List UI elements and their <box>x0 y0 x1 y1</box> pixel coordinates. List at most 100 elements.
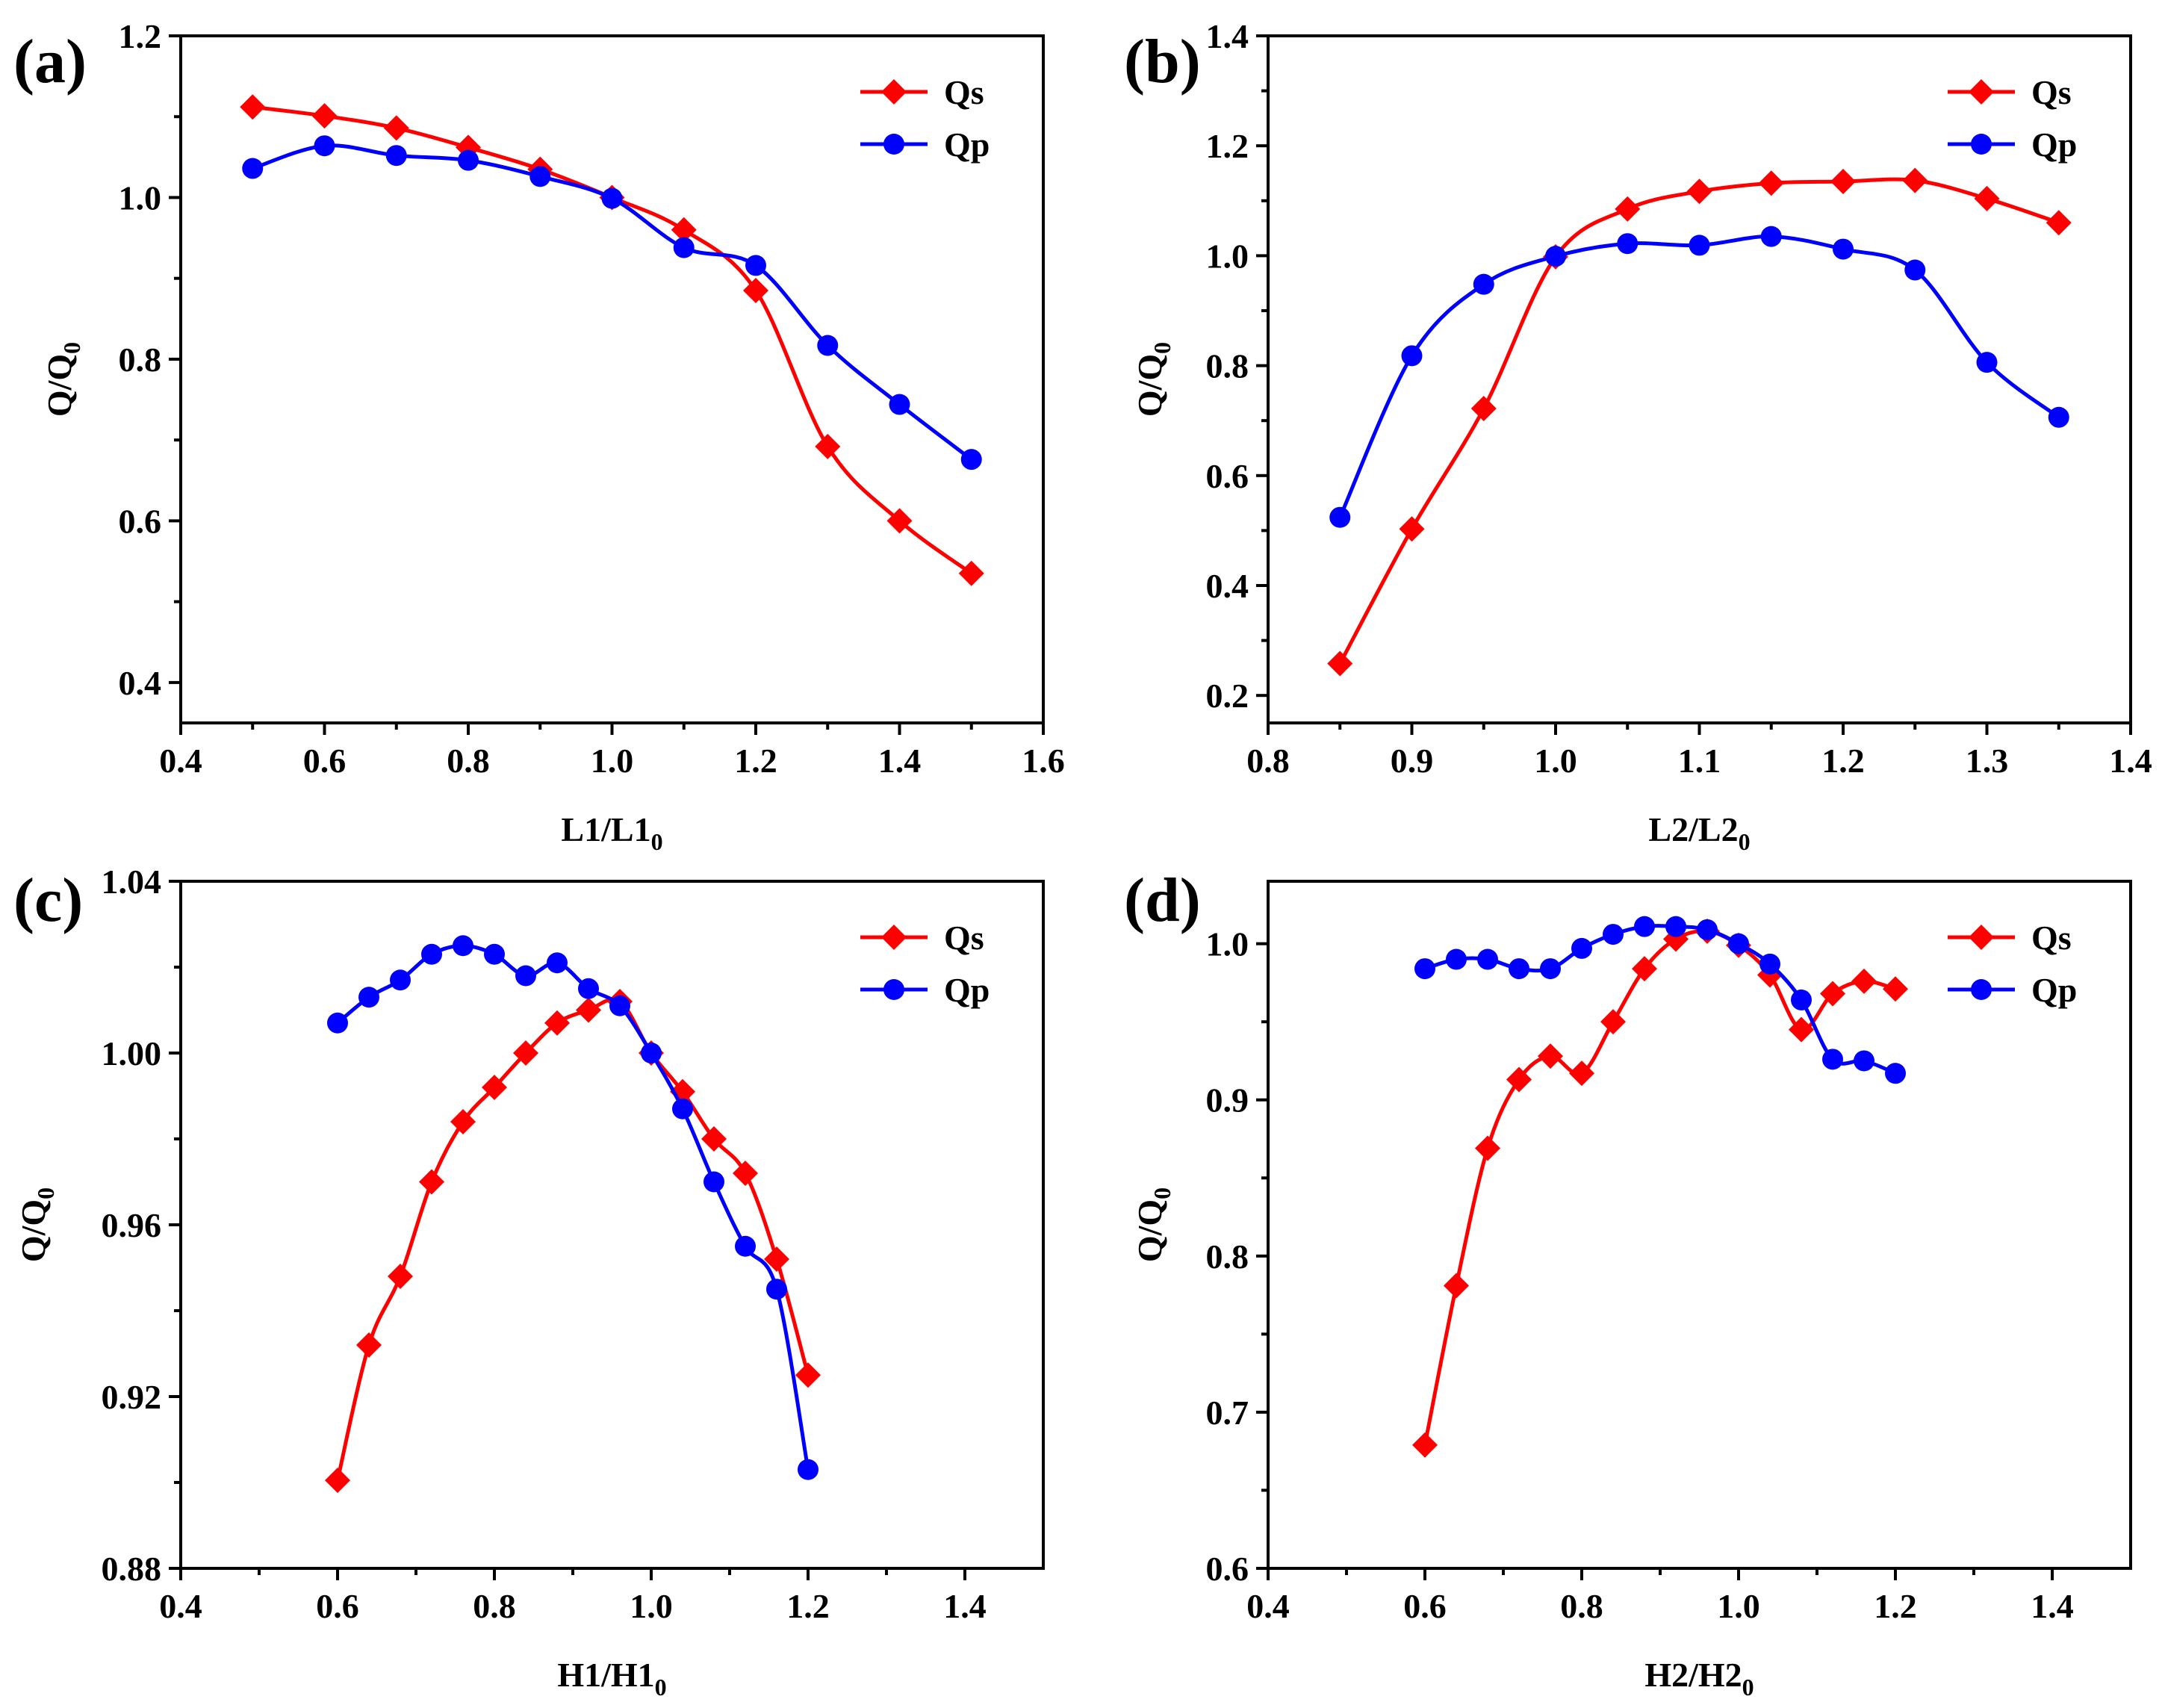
data-point-circle <box>1617 233 1638 255</box>
y-tick-label: 0.6 <box>119 502 162 540</box>
y-axis-label-subscript: 0 <box>1149 1187 1175 1199</box>
data-point-diamond <box>1883 976 1908 1002</box>
panel-a: 0.4 0.6 0.8 1.0 1.2 1.4 1.6 0.4 0.6 0.8 1.0 1.2 L1/L… <box>13 17 1065 855</box>
x-axis-label-subscript: 0 <box>655 1674 667 1701</box>
data-point-circle <box>672 1098 693 1119</box>
x-axis-label-subscript: 0 <box>1739 828 1751 855</box>
data-point-circle <box>242 158 264 179</box>
y-axis-label: Q/Q0 <box>14 1187 59 1262</box>
data-point-diamond <box>886 508 913 534</box>
data-point-diamond <box>1569 1060 1594 1087</box>
data-point-diamond <box>450 1109 476 1134</box>
legend-label: Qp <box>2031 125 2077 164</box>
y-tick-label: 1.0 <box>1206 237 1249 275</box>
data-point-circle <box>1976 352 1998 373</box>
data-point-circle <box>385 145 407 167</box>
panel-label: (c) <box>13 866 83 935</box>
plot-frame <box>1267 880 2132 1570</box>
x-tick-label: 0.4 <box>159 742 202 780</box>
x-tick-label: 0.8 <box>473 1587 516 1625</box>
y-axis-label: Q/Q0 <box>40 342 85 417</box>
data-point-circle <box>515 965 536 987</box>
data-point-diamond <box>1758 170 1784 196</box>
series-qp <box>1414 916 1906 1084</box>
data-point-circle <box>1401 345 1423 367</box>
data-point-circle <box>421 943 442 965</box>
series-qs <box>325 989 821 1494</box>
x-axis-label: L1/L10 <box>561 810 662 855</box>
data-point-circle <box>1571 937 1592 959</box>
data-point-circle <box>358 987 379 1008</box>
plot-frame <box>179 880 1045 1570</box>
legend: Qs Qp <box>1948 919 2077 1009</box>
x-axis-label: L2/L20 <box>1648 810 1750 855</box>
series-line <box>1338 235 2060 518</box>
data-point-circle <box>547 952 568 974</box>
series-qs <box>1327 167 2072 677</box>
x-tick-label: 1.4 <box>878 742 922 780</box>
x-tick-label: 1.0 <box>1717 1587 1760 1625</box>
y-tick-label: 0.9 <box>1206 1081 1249 1119</box>
data-point-circle <box>1822 1049 1843 1070</box>
data-point-circle <box>817 335 839 356</box>
data-point-circle <box>578 978 599 999</box>
data-point-circle <box>673 237 695 258</box>
x-tick-label: 1.0 <box>1534 742 1577 780</box>
x-tick-label: 0.6 <box>303 742 347 780</box>
series-qp <box>327 935 819 1480</box>
y-tick-label: 0.88 <box>102 1550 162 1588</box>
data-point-circle <box>1697 919 1718 940</box>
data-point-diamond <box>356 1332 382 1358</box>
x-tick-label: 0.9 <box>1391 742 1434 780</box>
y-axis-label-subscript: 0 <box>1149 342 1175 354</box>
data-point-circle <box>453 935 473 957</box>
data-point-circle <box>1760 226 1782 247</box>
y-tick-label: 1.2 <box>119 17 162 55</box>
data-point-diamond <box>1444 1273 1469 1299</box>
data-point-diamond <box>513 1040 538 1066</box>
data-point-circle <box>1791 989 1812 1010</box>
data-point-circle <box>314 135 335 157</box>
legend-marker <box>883 134 904 155</box>
legend: Qs Qp <box>860 919 990 1009</box>
data-point-circle <box>889 394 910 415</box>
legend-marker <box>1971 134 1992 155</box>
data-point-diamond <box>1830 169 1856 195</box>
data-point-diamond <box>1851 968 1877 994</box>
data-point-diamond <box>1506 1066 1532 1093</box>
data-point-circle <box>1885 1063 1906 1084</box>
series-qp <box>1329 226 2069 528</box>
x-tick-label: 1.4 <box>2109 742 2152 780</box>
panel-b: 0.8 0.9 1.0 1.1 1.2 1.3 1.4 0.2 0.4 0.6 0.8 1.0 1.2 1… <box>1124 17 2152 855</box>
x-tick-label: 1.0 <box>591 742 634 780</box>
legend-marker <box>1969 79 1994 105</box>
x-tick-label: 1.6 <box>1022 742 1065 780</box>
data-point-diamond <box>1327 650 1353 677</box>
data-point-diamond <box>764 1246 789 1272</box>
data-point-diamond <box>576 997 601 1023</box>
y-axis-label: Q/Q0 <box>1131 1187 1175 1262</box>
data-point-circle <box>766 1279 787 1300</box>
y-axis-label: Q/Q0 <box>1131 342 1175 417</box>
y-tick-label: 1.0 <box>119 178 162 217</box>
data-point-circle <box>529 166 551 187</box>
data-point-diamond <box>958 560 984 586</box>
data-point-circle <box>745 255 766 276</box>
data-point-diamond <box>795 1362 821 1388</box>
data-point-circle <box>1540 958 1561 980</box>
data-point-diamond <box>1615 196 1641 222</box>
data-point-circle <box>798 1459 819 1480</box>
series-line <box>336 943 810 1471</box>
x-axis-label: H1/H10 <box>557 1656 666 1701</box>
x-tick-label: 0.8 <box>1560 1587 1603 1625</box>
data-point-diamond <box>544 1010 570 1036</box>
data-point-circle <box>1545 246 1566 267</box>
series-qp <box>242 135 982 471</box>
data-point-circle <box>735 1235 756 1257</box>
legend-label: Qs <box>2031 73 2072 111</box>
data-point-diamond <box>743 277 768 303</box>
x-tick-label: 0.8 <box>447 742 490 780</box>
x-axis-label: H2/H20 <box>1644 1656 1754 1701</box>
x-axis-label-subscript: 0 <box>1742 1674 1754 1701</box>
x-tick-label: 0.6 <box>1403 1587 1447 1625</box>
